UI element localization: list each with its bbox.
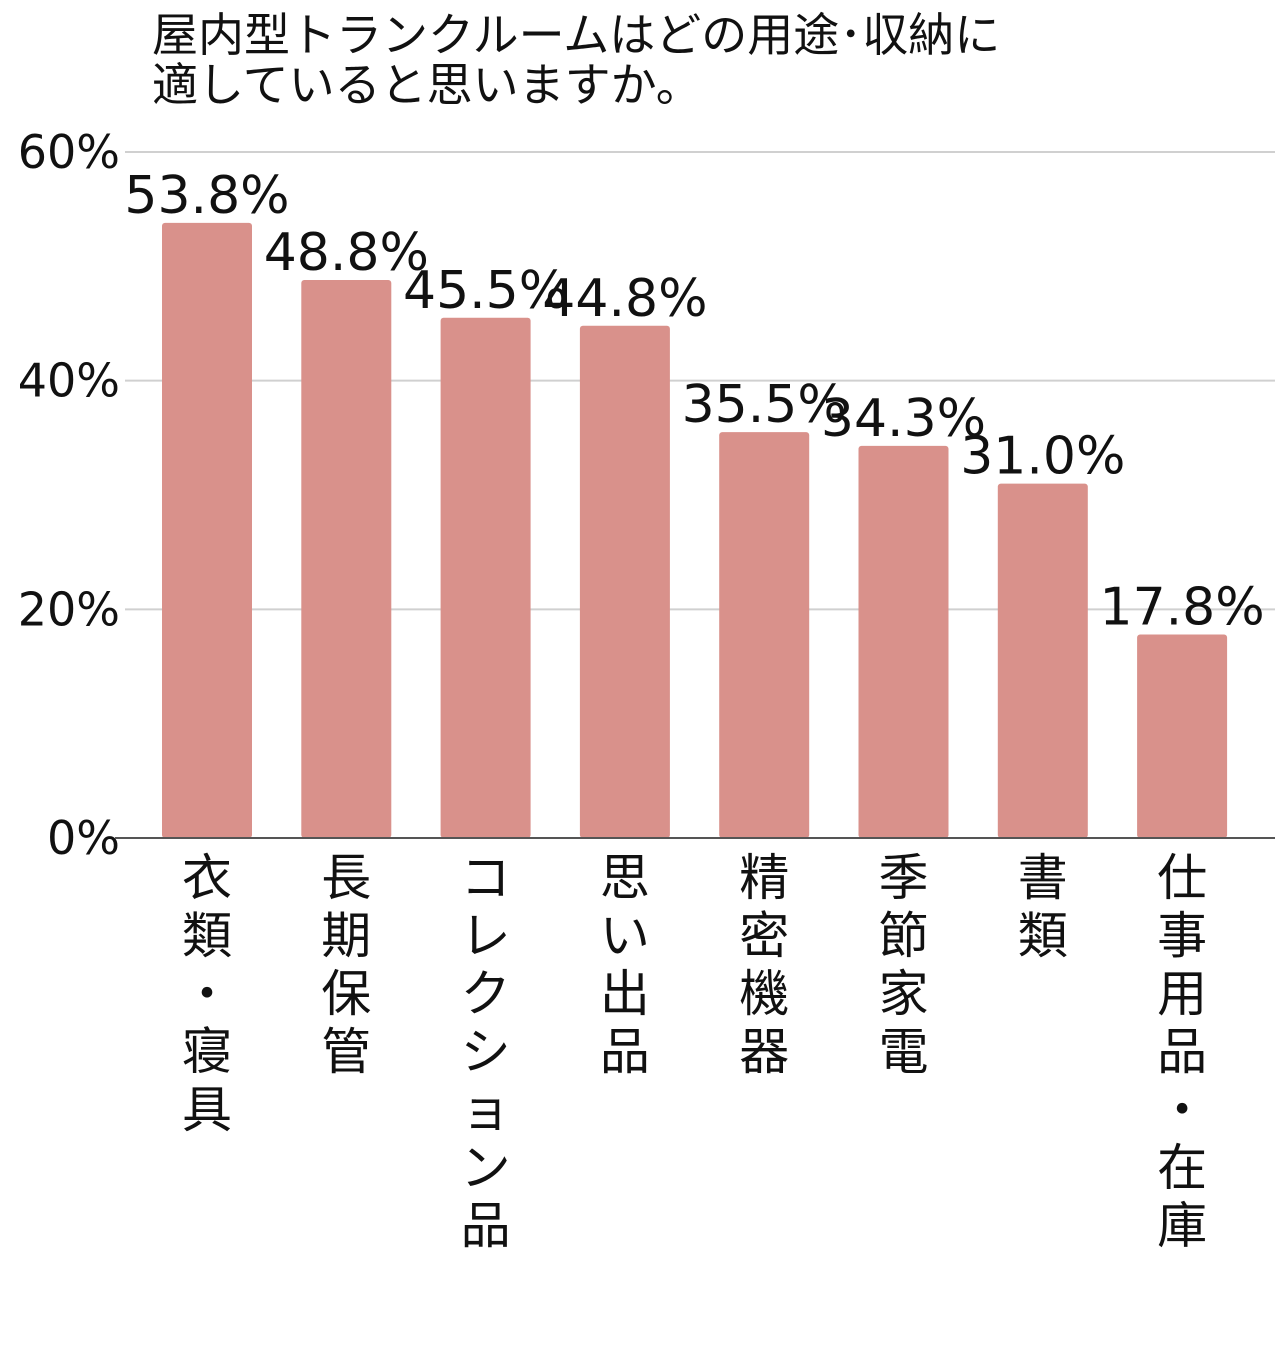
category-labels: 衣類・寝具 長期保管 コレクション品 思い出品 精密機器 季節家電 書類 仕事用品・在庫 [182,849,1207,1255]
category-label: 思い出品 [600,849,650,1081]
y-axis-tick-labels: 0% 20% 40% 60% [18,125,120,865]
category-label: 季節家電 [879,849,929,1081]
y-tick-label: 0% [47,811,120,865]
bars [162,222,1228,839]
chart-title: 屋内型トランクルームはどの用途･収納に 適していると思いますか。 [152,10,1252,110]
chart-title-line-1: 屋内型トランクルームはどの用途･収納に [152,8,1001,62]
value-label: 53.8% [124,166,289,226]
value-label: 45.5% [403,261,568,321]
category-label: 精密機器 [739,849,789,1081]
y-tick-label: 40% [18,354,120,408]
bar [1137,634,1228,838]
category-label: 書類 [1018,849,1068,965]
bar [997,483,1088,838]
value-label: 35.5% [682,375,847,435]
value-label: 44.8% [542,269,707,329]
bar [162,222,252,839]
value-label: 17.8% [1099,577,1264,637]
category-label: 長期保管 [321,849,371,1081]
y-tick-label: 60% [18,125,120,179]
value-labels: 53.8%48.8%45.5%44.8% 35.5%34.3%31.0% 17.8% [124,166,1264,638]
chart-title-line-2: 適していると思いますか。 [152,58,702,112]
value-label: 48.8% [264,223,429,283]
bar [719,432,810,838]
category-label: コレクション品 [461,849,511,1255]
bar [858,445,949,838]
bar [301,280,392,838]
bar [579,325,670,839]
bar [440,317,531,838]
category-label: 仕事用品・在庫 [1157,849,1207,1255]
category-label: 衣類・寝具 [182,849,232,1139]
value-label: 31.0% [960,427,1125,487]
y-tick-label: 20% [18,582,120,636]
value-label: 34.3% [821,389,986,449]
